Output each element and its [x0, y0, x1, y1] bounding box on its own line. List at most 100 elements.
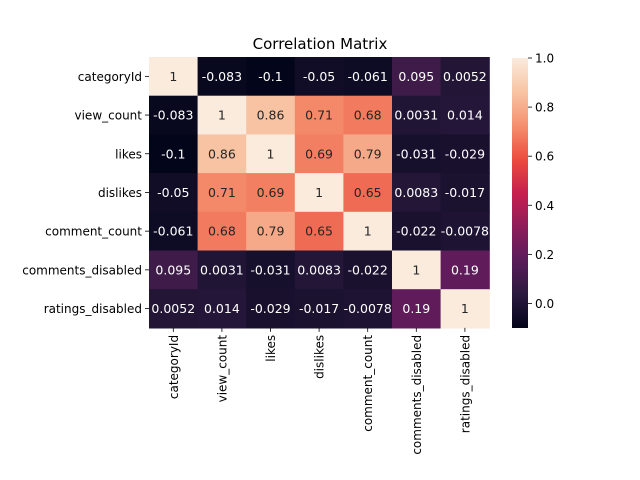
colorbar-gradient — [512, 58, 528, 328]
cell-value-label: 0.69 — [257, 185, 285, 200]
heatmap-cell — [197, 57, 247, 97]
colorbar-tick-label: 0.8 — [535, 101, 554, 115]
cell-value-label: 0.68 — [354, 108, 382, 123]
row-tick-label: categoryId — [78, 70, 142, 84]
heatmap-cell — [294, 173, 344, 213]
heatmap-cell — [246, 250, 296, 290]
cell-value-label: 1 — [461, 301, 469, 316]
heatmap-cell — [343, 95, 393, 135]
cell-value-label: -0.061 — [153, 224, 193, 239]
heatmap-cell — [294, 95, 344, 135]
colorbar-tick-label: 0.2 — [535, 248, 554, 262]
heatmap-cell — [440, 250, 490, 290]
heatmap-cell — [392, 95, 442, 135]
cell-value-label: 0.0052 — [443, 69, 487, 84]
heatmap-cell — [197, 173, 247, 213]
cell-value-label: -0.029 — [250, 301, 290, 316]
heatmap-cell — [294, 250, 344, 290]
colorbar-ticks: 0.0 0.2 0.4 0.6 0.8 1.0 — [528, 52, 554, 311]
heatmap-cell — [392, 134, 442, 174]
cell-value-label: 1 — [315, 185, 323, 200]
cell-value-label: 0.65 — [354, 185, 382, 200]
cell-value-label: -0.1 — [258, 69, 282, 84]
cell-value-label: -0.031 — [250, 262, 290, 277]
cell-value-label: 0.014 — [204, 301, 240, 316]
cell-value-label: -0.0078 — [441, 224, 489, 239]
heatmap-cell — [343, 211, 393, 252]
cell-value-label: 1 — [169, 69, 177, 84]
cell-value-label: 0.0083 — [394, 185, 438, 200]
row-tick-label: ratings_disabled — [44, 302, 142, 316]
cell-value-label: 0.0083 — [297, 262, 341, 277]
column-tick-label: comments_disabled — [410, 335, 424, 455]
row-tick-label: likes — [115, 147, 142, 161]
column-tick-label: likes — [264, 335, 278, 362]
heatmap-cell — [440, 134, 490, 174]
heatmap-cell — [149, 57, 199, 97]
row-tick-label: view_count — [75, 109, 143, 123]
cell-value-label: 0.69 — [305, 146, 333, 161]
heatmap-cell — [246, 57, 296, 97]
cell-value-label: 0.095 — [398, 69, 434, 84]
heatmap-cell — [392, 250, 442, 290]
column-tick-label: ratings_disabled — [458, 335, 472, 433]
heatmap-cell — [294, 134, 344, 174]
colorbar-tick-label: 0.0 — [535, 297, 554, 311]
heatmap-cell — [294, 57, 344, 97]
heatmap-cell — [440, 211, 490, 252]
heatmap-cell-labels: 1 -0.083 -0.1 -0.05 -0.061 0.095 0.0052 -0.083 1… — [151, 69, 489, 316]
heatmap-cell — [294, 289, 344, 329]
heatmap-cell — [197, 95, 247, 135]
column-tick-labels: categoryId view_count likes dislikes comment… — [167, 327, 472, 455]
cell-value-label: 0.79 — [354, 146, 382, 161]
heatmap-cell — [343, 57, 393, 97]
column-tick-label: dislikes — [313, 335, 327, 379]
cell-value-label: 1 — [218, 108, 226, 123]
cell-value-label: -0.031 — [396, 146, 436, 161]
heatmap-cell — [440, 289, 490, 329]
heatmap-cell — [343, 173, 393, 213]
colorbar-tick-label: 0.4 — [535, 199, 554, 213]
cell-value-label: 1 — [267, 146, 275, 161]
heatmap-cell — [440, 57, 490, 97]
column-tick-label: comment_count — [361, 335, 375, 432]
cell-value-label: 0.014 — [447, 108, 483, 123]
cell-value-label: 0.86 — [257, 108, 285, 123]
row-tick-label: dislikes — [98, 186, 142, 200]
heatmap-cell — [246, 211, 296, 252]
heatmap-cell — [246, 95, 296, 135]
cell-value-label: -0.017 — [445, 185, 485, 200]
heatmap-cell — [197, 289, 247, 329]
cell-value-label: 0.19 — [402, 301, 430, 316]
cell-value-label: -0.022 — [348, 262, 388, 277]
heatmap-cell — [392, 57, 442, 97]
cell-value-label: 0.19 — [451, 262, 479, 277]
heatmap-cell — [197, 250, 247, 290]
cell-value-label: -0.1 — [161, 146, 185, 161]
cell-value-label: 0.0031 — [200, 262, 244, 277]
cell-value-label: -0.029 — [445, 146, 485, 161]
heatmap-cell — [149, 95, 199, 135]
heatmap-cell — [440, 95, 490, 135]
heatmap-cell — [343, 289, 393, 329]
cell-value-label: 0.71 — [305, 108, 333, 123]
row-tick-label: comments_disabled — [22, 263, 142, 277]
heatmap-cell — [149, 250, 199, 290]
cell-value-label: -0.05 — [303, 69, 335, 84]
column-tick-label: categoryId — [167, 335, 181, 399]
heatmap-cell — [149, 173, 199, 213]
heatmap-cell — [392, 173, 442, 213]
column-tick-label: view_count — [215, 335, 229, 403]
row-tick-label: comment_count — [45, 225, 142, 239]
cell-value-label: 1 — [412, 262, 420, 277]
cell-value-label: 0.79 — [257, 224, 285, 239]
heatmap-cell — [197, 134, 247, 174]
heatmap-cell — [392, 211, 442, 252]
heatmap-cell — [294, 211, 344, 252]
heatmap-cell — [246, 134, 296, 174]
cell-value-label: -0.0078 — [344, 301, 392, 316]
heatmap-cell — [197, 211, 247, 252]
heatmap-cell — [149, 289, 199, 329]
